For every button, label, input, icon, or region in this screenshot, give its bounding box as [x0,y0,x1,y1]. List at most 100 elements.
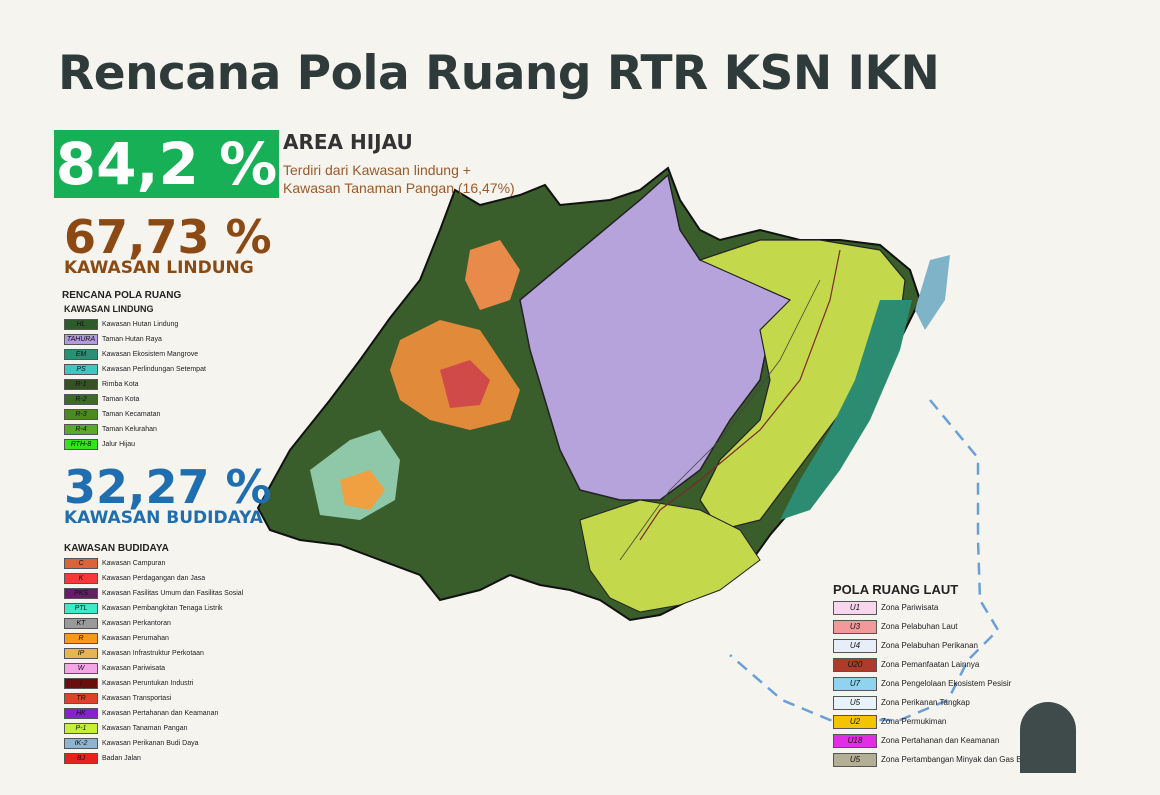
budidaya-legend-swatch: IP [64,648,98,659]
river-line [639,249,841,541]
laut-legend-item: U2 Zona Permukiman [833,712,1034,731]
legend-lindung: HL Kawasan Hutan Lindung TAHURA Taman Hutan… [64,317,206,452]
budidaya-legend-label: Badan Jalan [102,755,141,762]
road-line [619,279,821,561]
laut-legend-label: Zona Pertahanan dan Keamanan [881,736,1000,745]
budidaya-label: KAWASAN BUDIDAYA [64,508,263,528]
laut-legend-label: Zona Pelabuhan Perikanan [881,641,978,650]
lindung-legend-label: Taman Kecamatan [102,411,161,418]
laut-legend-label: Zona Pertambangan Minyak dan Gas Bumi [881,755,1035,764]
budidaya-legend-item: IP Kawasan Infrastruktur Perkotaan [64,646,243,661]
laut-legend-item: U7 Zona Pengelolaan Ekosistem Pesisir [833,674,1034,693]
budidaya-legend-label: Kawasan Perdagangan dan Jasa [102,575,206,582]
legend-laut: U1 Zona Pariwisata U3 Zona Pelabuhan Laut U4… [833,598,1034,769]
area-hijau-heading: AREA HIJAU [283,130,413,154]
budidaya-legend-swatch: W [64,663,98,674]
budidaya-legend-label: Kawasan Perumahan [102,635,169,642]
laut-legend-label: Zona Permukiman [881,717,947,726]
tahura-zone [519,173,792,501]
budidaya-legend-swatch: HK [64,708,98,719]
budidaya-legend-item: C Kawasan Campuran [64,556,243,571]
decorative-arch [1020,702,1076,773]
laut-legend-swatch: U3 [833,619,877,634]
budidaya-percent: 32,27 % [64,460,272,514]
legend-heading-budidaya: KAWASAN BUDIDAYA [64,543,169,554]
laut-legend-label: Zona Pengelolaan Ekosistem Pesisir [881,679,1012,688]
laut-legend-item: U1 Zona Pariwisata [833,598,1034,617]
laut-legend-label: Zona Pelabuhan Laut [881,622,958,631]
laut-legend-swatch: U2 [833,714,877,729]
budidaya-legend-item: W Kawasan Pariwisata [64,661,243,676]
budidaya-legend-label: Kawasan Pariwisata [102,665,166,672]
budidaya-legend-item: IK-2 Kawasan Perikanan Budi Daya [64,736,243,751]
budidaya-legend-item: HK Kawasan Pertahanan dan Keamanan [64,706,243,721]
budidaya-legend-swatch: R [64,633,98,644]
lindung-legend-swatch: RTH-8 [64,439,98,450]
area-hijau-desc-line2: Kawasan Tanaman Pangan (16,47%) [283,180,515,196]
lindung-legend-swatch: EM [64,349,98,360]
lindung-percent: 67,73 % [64,210,272,264]
pangan-zone-east [698,239,906,531]
lindung-legend-item: HL Kawasan Hutan Lindung [64,317,206,332]
budidaya-legend-item: TR Kawasan Transportasi [64,691,243,706]
budidaya-legend-swatch: PTL [64,603,98,614]
area-hijau-desc-line1: Terdiri dari Kawasan lindung + [283,162,471,178]
budidaya-legend-swatch: BJ [64,753,98,764]
laut-legend-item: U18 Zona Pertahanan dan Keamanan [833,731,1034,750]
budidaya-legend-item: I Kawasan Peruntukan Industri [64,676,243,691]
laut-legend-label: Zona Pemanfaatan Lainnya [881,660,980,669]
coast-strip [780,300,912,520]
budidaya-legend-item: PTL Kawasan Pembangkitan Tenaga Listrik [64,601,243,616]
lindung-legend-swatch: TAHURA [64,334,98,345]
laut-legend-label: Zona Perikanan Tangkap [881,698,970,707]
budidaya-legend-label: Kawasan Pembangkitan Tenaga Listrik [102,605,223,612]
lindung-legend-item: R-4 Taman Kelurahan [64,422,206,437]
urban-north [465,240,520,310]
lindung-legend-swatch: R-2 [64,394,98,405]
lindung-legend-item: TAHURA Taman Hutan Raya [64,332,206,347]
legend-heading-rencana: RENCANA POLA RUANG [62,290,182,301]
budidaya-legend-label: Kawasan Campuran [102,560,166,567]
lindung-legend-swatch: R-4 [64,424,98,435]
budidaya-legend-label: Kawasan Transportasi [102,695,172,702]
laut-legend-item: U20 Zona Pemanfaatan Lainnya [833,655,1034,674]
budidaya-legend-swatch: KT [64,618,98,629]
east-island [915,255,950,330]
budidaya-legend-label: Kawasan Peruntukan Industri [102,680,194,687]
pangan-zone-south [579,499,761,613]
budidaya-legend-swatch: K [64,573,98,584]
budidaya-legend-item: K Kawasan Perdagangan dan Jasa [64,571,243,586]
area-hijau-description: Terdiri dari Kawasan lindung + Kawasan T… [283,161,563,197]
budidaya-legend-swatch: IK-2 [64,738,98,749]
urban-core-2 [440,360,490,408]
laut-legend-swatch: U5 [833,752,877,767]
sea-boundary-line [729,399,1000,722]
budidaya-legend-swatch: C [64,558,98,569]
laut-legend-item: U3 Zona Pelabuhan Laut [833,617,1034,636]
budidaya-legend-swatch: PKS [64,588,98,599]
laut-legend-swatch: U4 [833,638,877,653]
budidaya-legend-swatch: I [64,678,98,689]
lindung-legend-label: Rimba Kota [102,381,139,388]
budidaya-legend-label: Kawasan Pertahanan dan Keamanan [102,710,219,717]
budidaya-legend-item: P-1 Kawasan Tanaman Pangan [64,721,243,736]
lindung-legend-label: Taman Kota [102,396,140,403]
budidaya-legend-item: KT Kawasan Perkantoran [64,616,243,631]
budidaya-legend-item: BJ Badan Jalan [64,751,243,766]
legend-budidaya: C Kawasan Campuran K Kawasan Perdagangan da… [64,556,243,766]
budidaya-legend-item: R Kawasan Perumahan [64,631,243,646]
lindung-legend-label: Jalur Hijau [102,441,136,448]
laut-legend-label: Zona Pariwisata [881,603,939,612]
budidaya-legend-label: Kawasan Perkantoran [102,620,171,627]
laut-legend-swatch: U5 [833,695,877,710]
lindung-legend-item: PS Kawasan Perlindungan Setempat [64,362,206,377]
page-title: Rencana Pola Ruang RTR KSN IKN [58,46,940,101]
lindung-legend-item: EM Kawasan Ekosistem Mangrove [64,347,206,362]
budidaya-legend-label: Kawasan Perikanan Budi Daya [102,740,199,747]
budidaya-legend-label: Kawasan Fasilitas Umum dan Fasilitas Sos… [102,590,244,597]
lindung-legend-label: Taman Kelurahan [102,426,157,433]
budidaya-legend-swatch: TR [64,693,98,704]
area-hijau-percent: 84,2 % [54,130,279,198]
laut-legend-swatch: U7 [833,676,877,691]
